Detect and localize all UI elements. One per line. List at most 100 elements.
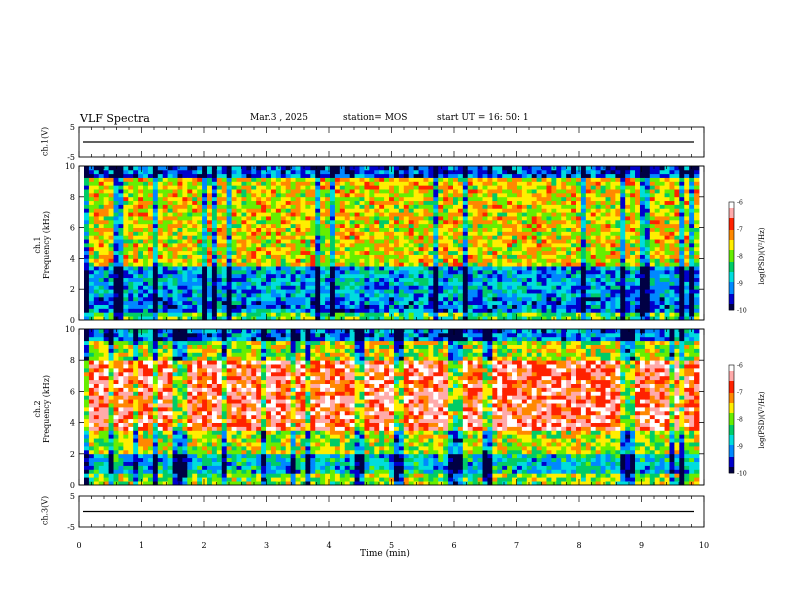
spectrogram-cell (315, 266, 321, 271)
spectrogram-cell (231, 262, 237, 267)
spectrogram-cell (600, 250, 606, 255)
spectrogram-cell (285, 185, 292, 190)
spectrogram-cell (231, 177, 237, 182)
spectrogram-cell (98, 208, 105, 213)
spectrogram-cell (477, 235, 483, 240)
spectrogram-cell (423, 239, 429, 244)
spectrogram-cell (88, 277, 95, 282)
spectrogram-cell (669, 177, 675, 182)
spectrogram-cell (487, 227, 493, 232)
spectrogram-cell (389, 177, 395, 182)
spectrogram-cell (600, 254, 606, 259)
spectrogram-cell (600, 266, 606, 271)
spectrogram-cell (393, 312, 400, 317)
spectrogram-cell (226, 196, 232, 202)
spectrogram-cell (300, 200, 306, 205)
spectrogram-cell (393, 239, 400, 244)
spectrogram-cell (310, 204, 316, 209)
spectrogram-cell (556, 185, 562, 190)
spectrogram-cell (226, 266, 232, 271)
spectrogram-cell (654, 212, 661, 217)
spectrogram-cell (526, 254, 533, 259)
spectrogram-cell (644, 316, 651, 321)
spectrogram-cell (197, 177, 203, 182)
spectrogram-cell (630, 254, 636, 259)
spectrogram-cell (98, 173, 105, 178)
spectrogram-cell (630, 289, 636, 294)
spectrogram-cell (507, 223, 513, 228)
spectrogram-cell (438, 223, 444, 228)
spectrogram-cell (551, 296, 557, 302)
spectrogram-cell (295, 308, 301, 313)
spectrogram-cell (246, 200, 252, 205)
spectrogram-cell (625, 269, 631, 275)
spectrogram-cell (123, 273, 129, 279)
spectrogram-cell (162, 223, 169, 228)
spectrogram-cell (84, 181, 90, 186)
spectrogram-cell (305, 196, 311, 202)
spectrogram-cell (251, 239, 257, 244)
spectrogram-cell (541, 269, 547, 275)
spectrogram-cell (472, 212, 478, 217)
spectrogram-cell (266, 300, 272, 305)
spectrogram-cell (280, 235, 287, 240)
spectrogram-cell (369, 266, 375, 271)
spectrogram-cell (270, 204, 277, 209)
spectrogram-cell (482, 239, 488, 244)
spectrogram-cell (580, 177, 587, 182)
spectrogram-cell (472, 254, 478, 259)
spectrogram-cell (615, 212, 621, 217)
spectrogram-cell (305, 273, 311, 279)
spectrogram-cell (507, 243, 513, 248)
spectrogram-cell (349, 192, 355, 198)
spectrogram-cell (393, 189, 400, 194)
spectrogram-cell (118, 185, 124, 190)
spectrogram-cell (590, 239, 597, 244)
spectrogram-cell (334, 300, 341, 305)
spectrogram-cell (270, 196, 277, 202)
spectrogram-cell (625, 196, 631, 202)
spectrogram-cell (669, 262, 675, 267)
spectrogram-cell (669, 293, 675, 298)
spectrogram-cell (590, 216, 597, 221)
spectrogram-cell (118, 200, 124, 205)
spectrogram-cell (123, 185, 129, 190)
spectrogram-cell (315, 304, 321, 309)
spectrogram-cell (369, 227, 375, 232)
spectrogram-cell (216, 208, 223, 213)
spectrogram-cell (669, 289, 675, 294)
spectrogram-cell (192, 200, 198, 205)
spectrogram-cell (133, 189, 139, 194)
spectrogram-cell (615, 243, 621, 248)
spectrogram-cell (202, 227, 208, 232)
spectrogram-cell (600, 208, 606, 213)
spectrogram-cell (516, 243, 523, 248)
spectrogram-cell (118, 277, 124, 282)
spectrogram-cell (93, 185, 100, 190)
spectrogram-cell (344, 285, 351, 290)
spectrogram-cell (256, 269, 262, 275)
spectrogram-cell (261, 185, 267, 190)
spectrogram-cell (448, 192, 454, 198)
spectrogram-cell (221, 277, 228, 282)
spectrogram-cell (270, 235, 277, 240)
spectrogram-cell (443, 277, 449, 282)
spectrogram-cell (516, 235, 523, 240)
spectrogram-cell (654, 173, 661, 178)
spectrogram-cell (635, 300, 641, 305)
spectrogram-cell (290, 262, 296, 267)
spectrogram-cell (644, 285, 651, 290)
spectrogram-cell (108, 200, 114, 205)
spectrogram-cell (354, 181, 360, 186)
spectrogram-cell (512, 289, 518, 294)
spectrogram-cell (290, 250, 296, 255)
spectrogram-cell (664, 189, 670, 194)
spectrogram-cell (605, 219, 611, 225)
spectrogram-cell (389, 173, 395, 178)
spectrogram-cell (507, 300, 513, 305)
spectrogram-cell (482, 223, 488, 228)
spectrogram-cell (635, 204, 641, 209)
spectrogram-cell (325, 196, 331, 202)
spectrogram-cell (305, 227, 311, 232)
spectrogram-cell (187, 223, 193, 228)
